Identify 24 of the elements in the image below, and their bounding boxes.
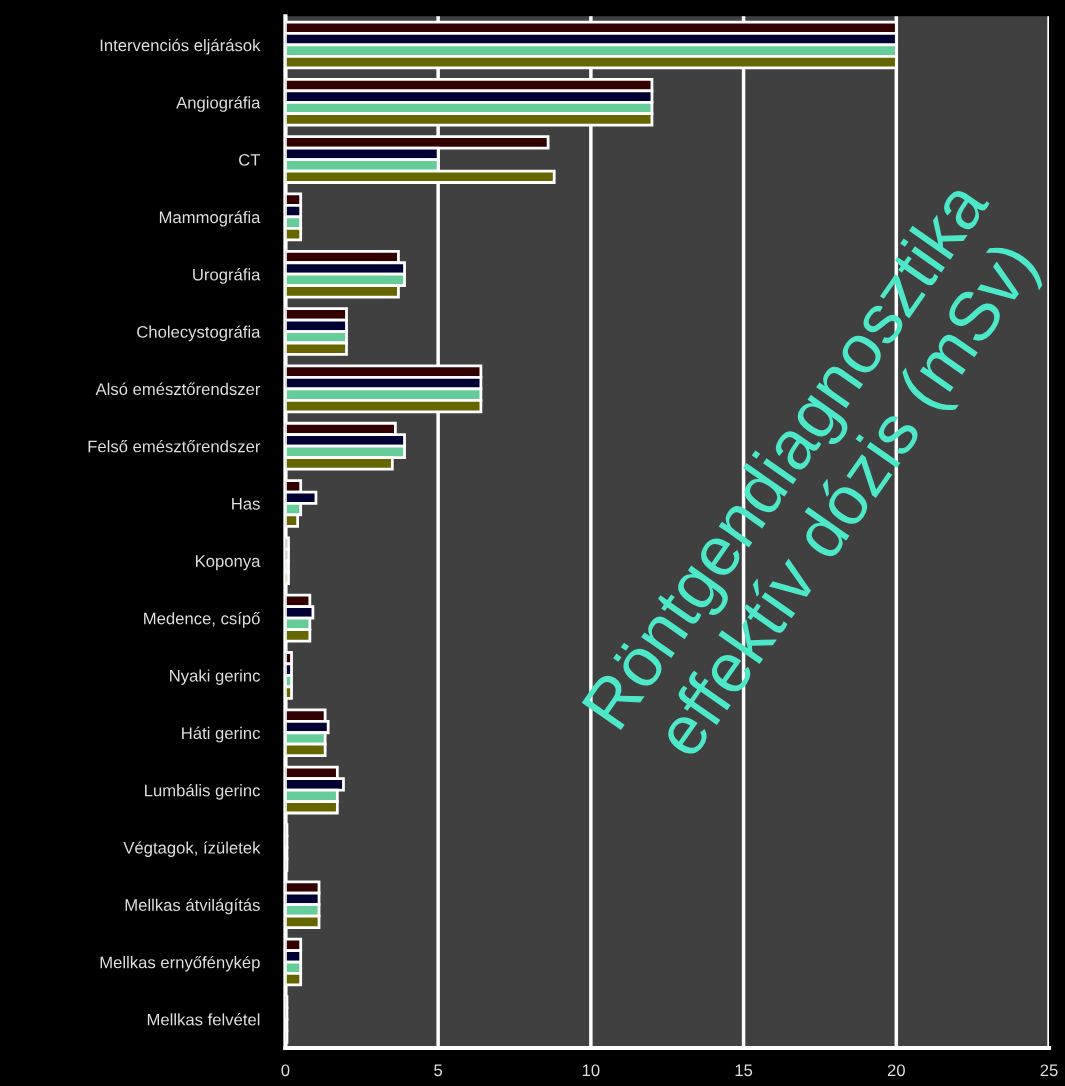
y-tick-label: Intervenciós eljárások (100, 38, 261, 55)
y-tick-label: CT (239, 153, 261, 166)
x-tick-label: 10 (582, 1064, 600, 1077)
y-tick-label: Angiográfia (176, 96, 261, 112)
y-tick-label: Háti gerinc (182, 726, 260, 743)
y-tick-label: Mammográfia (159, 210, 261, 227)
y-tick-label: Nyaki gerinc (170, 669, 260, 685)
y-tick-label: Cholecystográfia (137, 325, 261, 342)
y-tick-label: Mellkas felvétel (147, 1013, 260, 1026)
x-tick-label: 15 (735, 1064, 753, 1077)
y-tick-label: Mellkas ernyőfénykép (100, 955, 260, 972)
y-tick-label: Végtagok, ízületek (123, 841, 261, 857)
x-tick-label: 5 (434, 1064, 443, 1077)
y-tick-label: Medence, csípő (144, 611, 260, 628)
y-tick-label: Mellkas átvilágítás (125, 898, 260, 915)
y-tick-label: Felső emésztőrendszer (88, 439, 261, 453)
y-tick-label: Koponya (196, 555, 261, 571)
y-tick-label: Lumbális gerinc (145, 783, 260, 800)
x-tick-label: 25 (1040, 1064, 1058, 1077)
y-tick-label: Has (232, 498, 260, 510)
y-tick-label: Alsó emésztőrendszer (95, 382, 261, 396)
x-tick-label: 20 (887, 1064, 905, 1077)
x-tick-label: 0 (281, 1064, 290, 1077)
y-tick-label: Urográfia (193, 268, 261, 284)
